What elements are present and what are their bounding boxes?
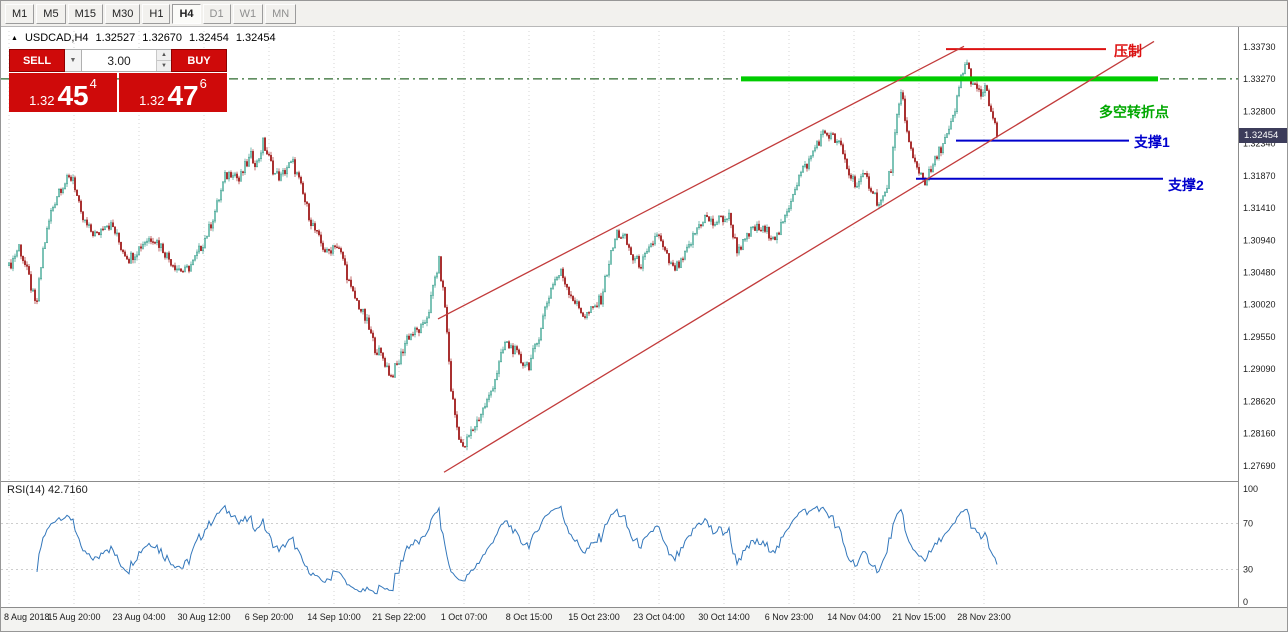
price-axis-label: 1.28620 [1243,396,1276,406]
timeframe-button-m15[interactable]: M15 [67,3,103,24]
time-axis-label: 8 Oct 15:00 [506,612,553,622]
time-axis-label: 14 Sep 10:00 [307,612,361,622]
channel-lower-trendline[interactable] [443,40,1155,473]
lot-increase-button[interactable]: ▲ [157,50,171,60]
price-axis-label: 1.30940 [1243,236,1276,246]
chart-background [1,27,1287,607]
time-axis-label: 15 Aug 20:00 [47,612,100,622]
price-axis-label: 1.32800 [1243,107,1276,117]
time-axis-label: 1 Oct 07:00 [441,612,488,622]
lot-size-input[interactable] [82,50,156,71]
price-axis-label: 1.30020 [1243,299,1276,309]
buy-price-pipette: 6 [199,76,207,91]
lot-dropdown-button[interactable]: ▼ [65,49,82,72]
rsi-axis-label: 100 [1243,484,1258,494]
time-axis-label: 15 Oct 23:00 [568,612,620,622]
sell-price-prefix: 1.32 [29,92,55,108]
price-axis-label: 1.31410 [1243,203,1276,213]
resistance-label[interactable]: 压制 [1114,43,1142,59]
time-axis-label: 30 Oct 14:00 [698,612,750,622]
timeframe-button-m5[interactable]: M5 [36,3,66,24]
price-axis-label: 1.33270 [1243,74,1276,84]
time-axis-label: 23 Oct 04:00 [633,612,685,622]
rsi-indicator-label: RSI(14) 42.7160 [7,484,88,496]
price-axis-label: 1.27690 [1243,461,1276,471]
candles [8,59,998,451]
one-click-trading-panel: SELL ▼ ▲ ▼ BUY 1.32 45 4 1.32 47 [9,49,227,112]
timeframe-button-mn[interactable]: MN [265,3,297,24]
symbol-marker-icon: ▲ [11,34,18,42]
rsi-axis-label: 70 [1243,519,1253,529]
price-axis-label: 1.30480 [1243,267,1276,277]
sell-price-pipette: 4 [89,76,97,91]
sell-price-display[interactable]: 1.32 45 4 [9,73,117,112]
ohlc-close-value: 1.32454 [235,32,276,44]
price-axis-label: 1.32340 [1243,138,1276,148]
support2-label[interactable]: 支撑2 [1168,177,1204,193]
channel-upper-trendline[interactable] [437,45,965,320]
price-axis-label: 1.33730 [1243,42,1276,52]
ohlc-high-value: 1.32670 [142,32,183,44]
time-axis-label: 8 Aug 2018 [4,612,50,622]
timeframe-button-h1[interactable]: H1 [142,3,171,24]
price-axis-label: 1.29550 [1243,332,1276,342]
timeframe-toolbar: M1 M5 M15 M30 H1 H4 D1 W1 MN [1,1,1287,27]
lot-spinner: ▲ ▼ [156,50,171,71]
chevron-down-icon: ▼ [69,57,77,64]
time-axis-background [1,607,1287,631]
price-axis-label: 1.29090 [1243,364,1276,374]
price-axis-label: 1.28160 [1243,428,1276,438]
time-axis-label: 14 Nov 04:00 [827,612,881,622]
sell-price-pips: 45 [57,80,89,112]
time-axis-label: 21 Nov 15:00 [892,612,946,622]
time-axis-label: 6 Nov 23:00 [765,612,814,622]
ohlc-low-value: 1.32454 [189,32,229,44]
price-axis-label: 1.31870 [1243,171,1276,181]
support1-label[interactable]: 支撑1 [1134,134,1170,150]
buy-price-pips: 47 [167,80,199,112]
rsi-line [36,504,998,595]
lot-size-field: ▲ ▼ [82,49,171,72]
timeframe-button-m1[interactable]: M1 [5,3,35,24]
time-axis-label: 21 Sep 22:00 [372,612,426,622]
rsi-axis-label: 30 [1243,565,1253,575]
chart-ohlc-header: ▲ USDCAD,H4 1.32527 1.32670 1.32454 1.32… [11,32,276,44]
time-axis-label: 6 Sep 20:00 [245,612,294,622]
lot-decrease-button[interactable]: ▼ [157,60,171,71]
time-axis-label: 23 Aug 04:00 [112,612,165,622]
time-axis-label: 28 Nov 23:00 [957,612,1011,622]
time-axis-label: 30 Aug 12:00 [177,612,230,622]
buy-button[interactable]: BUY [171,49,227,72]
current-price-tag: 1.32454 [1239,128,1287,143]
timeframe-button-w1[interactable]: W1 [232,3,264,24]
buy-price-prefix: 1.32 [139,92,165,108]
timeframe-button-d1[interactable]: D1 [202,3,231,24]
timeframe-button-m30[interactable]: M30 [104,3,141,24]
timeframe-button-h4[interactable]: H4 [172,3,201,24]
symbol-timeframe-label: USDCAD,H4 [24,32,89,44]
ohlc-open-value: 1.32527 [95,32,136,44]
sell-button[interactable]: SELL [9,49,65,72]
rsi-axis-label: 0 [1243,597,1248,607]
pivot-label[interactable]: 多空转折点 [1099,104,1169,120]
buy-price-display[interactable]: 1.32 47 6 [119,73,227,112]
price-axis-background[interactable] [1239,27,1288,607]
